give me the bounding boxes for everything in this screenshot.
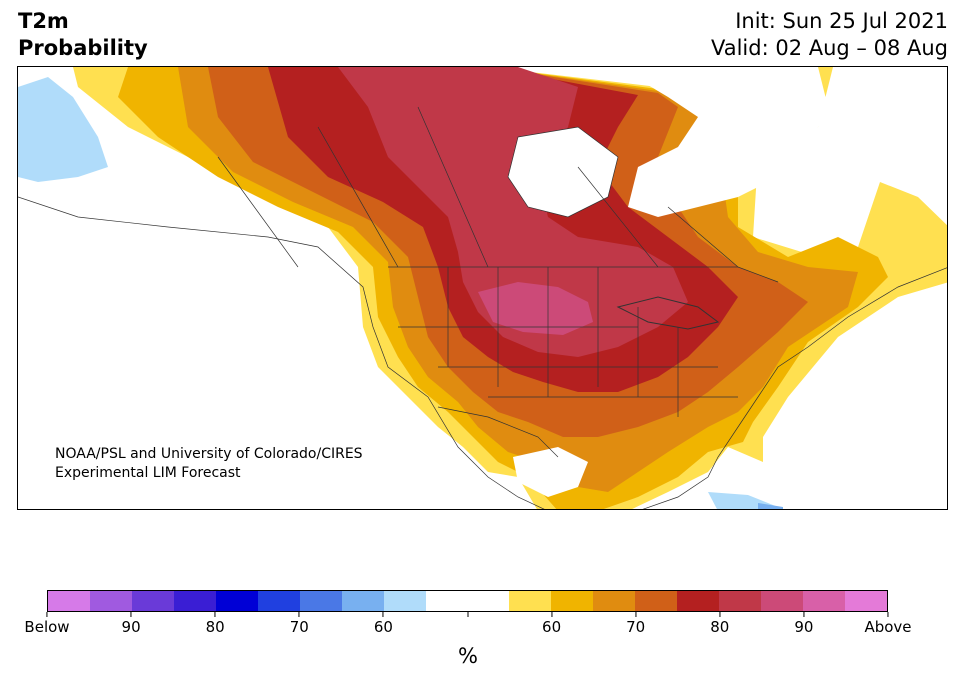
- colorbar-tick: 80: [206, 612, 225, 636]
- tick-label: 70: [626, 618, 646, 636]
- colorbar-segment: [48, 591, 90, 611]
- colorbar-segment: [551, 591, 594, 611]
- colorbar-segment: [131, 591, 174, 611]
- valid-range: Valid: 02 Aug – 08 Aug: [710, 36, 948, 60]
- tick-label: 80: [205, 618, 225, 636]
- credit-line-2: Experimental LIM Forecast: [55, 465, 241, 481]
- tick-label: 60: [373, 618, 393, 636]
- colorbar-segment: [845, 591, 888, 611]
- colorbar-ticks: Below 90 80 70 60 60 70 80 90 Above: [24, 612, 912, 642]
- band-below-65-cuba: [758, 503, 783, 509]
- greenland: [618, 67, 828, 217]
- tick-label: 90: [121, 618, 141, 636]
- colorbar-segment: [89, 591, 132, 611]
- tick-label: 60: [542, 618, 562, 636]
- tick-mark: [719, 612, 721, 617]
- colorbar-unit-label: %: [458, 644, 478, 668]
- tick-label: 90: [794, 618, 814, 636]
- colorbar-segment: [467, 591, 510, 611]
- colorbar-tick: 90: [794, 612, 813, 636]
- credit-line-1: NOAA/PSL and University of Colorado/CIRE…: [55, 446, 363, 462]
- colorbar-segment: [425, 591, 468, 611]
- title-line-2: Probability: [18, 36, 148, 60]
- colorbar-segment: [719, 591, 762, 611]
- tick-mark: [214, 612, 216, 617]
- tick-mark: [887, 612, 889, 617]
- hudson-bay: [507, 126, 619, 218]
- colorbar-segment: [509, 591, 552, 611]
- us-mexico-border: [437, 406, 559, 458]
- colorbar-tick: 70: [626, 612, 645, 636]
- tick-mark: [467, 612, 468, 617]
- coastline-east: [642, 267, 947, 509]
- colorbar-tick: Above: [864, 612, 912, 636]
- tick-mark: [130, 612, 132, 617]
- colorbar-segment: [635, 591, 678, 611]
- tick-mark: [635, 612, 637, 617]
- tick-label: 70: [289, 618, 309, 636]
- colorbar-segment: [173, 591, 216, 611]
- forecast-dates: Init: Sun 25 Jul 2021 Valid: 02 Aug – 08…: [711, 8, 948, 62]
- tick-mark: [298, 612, 300, 617]
- great-lakes: [616, 296, 720, 330]
- colorbar-segment: [257, 591, 300, 611]
- band-above-80: [338, 67, 688, 357]
- tick-mark: [803, 612, 805, 617]
- colorbar-tick: [467, 612, 468, 618]
- colorbar-segment: [341, 591, 384, 611]
- tick-mark: [46, 612, 48, 617]
- credit-text: NOAA/PSL and University of Colorado/CIRE…: [55, 445, 363, 483]
- colorbar-segment: [215, 591, 258, 611]
- tick-mark: [551, 612, 553, 617]
- land-white-areas: [513, 67, 828, 497]
- colorbar-tick: 60: [542, 612, 561, 636]
- colorbar-segment: [803, 591, 846, 611]
- init-date: Init: Sun 25 Jul 2021: [735, 9, 948, 33]
- band-below-60: [18, 77, 108, 182]
- colorbar-tick: 80: [710, 612, 729, 636]
- colorbar: [47, 590, 888, 612]
- state-lines: [398, 267, 738, 417]
- band-above-85: [478, 282, 593, 335]
- colorbar-segment: [761, 591, 804, 611]
- colorbar-tick: 90: [122, 612, 141, 636]
- colorbar-segment: [383, 591, 426, 611]
- probability-map: NOAA/PSL and University of Colorado/CIRE…: [17, 66, 948, 510]
- tick-label: 80: [710, 618, 730, 636]
- title-line-1: T2m: [18, 9, 69, 33]
- map-title: T2m Probability: [18, 8, 148, 62]
- colorbar-tick: 70: [290, 612, 309, 636]
- colorbar-tick: 60: [374, 612, 393, 636]
- tick-label: Below: [24, 618, 70, 636]
- colorbar-segment: [593, 591, 636, 611]
- colorbar-tick: Below: [24, 612, 70, 636]
- political-borders: [18, 106, 947, 509]
- mexico-neutral: [513, 447, 588, 497]
- map-canvas: [18, 67, 947, 509]
- colorbar-segment: [677, 591, 720, 611]
- tick-mark: [382, 612, 384, 617]
- tick-label: Above: [864, 618, 912, 636]
- province-lines: [217, 106, 739, 268]
- colorbar-segment: [299, 591, 342, 611]
- coastline-west: [18, 196, 545, 509]
